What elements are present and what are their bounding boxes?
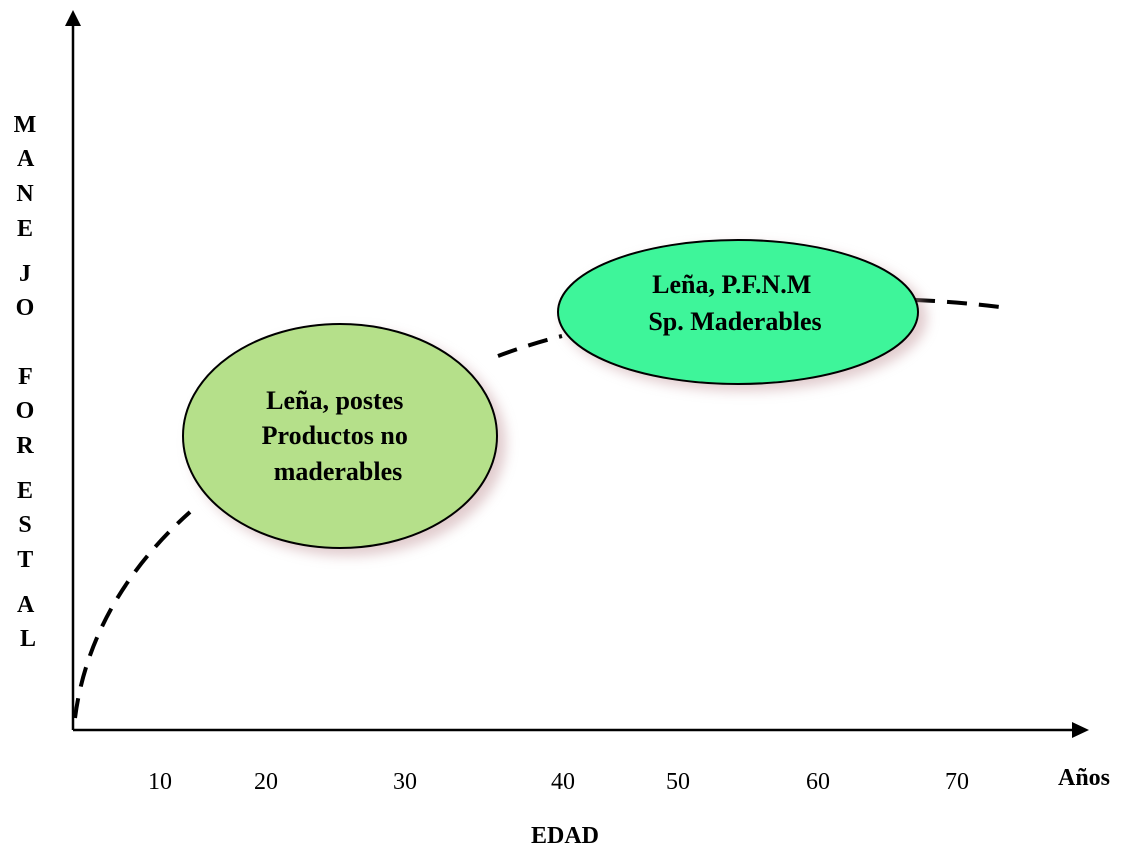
x-tick-label: 40 <box>551 769 575 795</box>
y-label-letter: M <box>14 112 37 138</box>
x-tick-label: 60 <box>806 769 830 795</box>
x-tick-label: 50 <box>666 769 690 795</box>
y-label-letter: L <box>20 626 36 652</box>
svg-text:Leña, P.F.N.M Sp. Madera: Leña, P.F.N.M Sp. Maderables <box>648 270 821 336</box>
y-label-letter: A <box>17 146 35 172</box>
y-label-letter: E <box>17 478 33 504</box>
y-label-letter: T <box>17 547 33 573</box>
y-label-letter: E <box>17 216 33 242</box>
y-label-letter: J <box>19 261 31 287</box>
x-axis-arrowhead <box>1072 722 1089 738</box>
x-axis-title: EDAD <box>531 823 599 849</box>
y-label-letter: A <box>17 592 35 618</box>
y-label-letter: S <box>18 512 31 538</box>
y-label-letter: R <box>16 433 34 459</box>
stage-mature-forest-line-2: Sp. Maderables <box>648 307 821 336</box>
svg-text:M A N E J: M A N E J O F O R E S T A L <box>14 112 43 652</box>
stage-young-forest-line-2: Productos no <box>262 421 408 450</box>
x-tick-label: 30 <box>393 769 417 795</box>
stage-young-forest-line-3: maderables <box>274 457 403 486</box>
stage-young-forest: Leña, postes Productos no maderables <box>182 323 506 556</box>
x-tick-label: 20 <box>254 769 278 795</box>
y-label-letter: O <box>16 295 35 321</box>
stage-mature-forest-ellipse <box>557 239 919 385</box>
y-axis-arrowhead <box>65 10 81 26</box>
stage-young-forest-ellipse <box>182 323 498 549</box>
curve-segment-end <box>914 298 1001 309</box>
y-label-letter: F <box>18 364 32 390</box>
x-axis-unit-label: Años <box>1058 765 1110 791</box>
curve-segment-start <box>73 510 192 719</box>
stage-mature-forest: Leña, P.F.N.M Sp. Maderables <box>557 239 927 391</box>
curve-segment-middle <box>497 334 563 358</box>
svg-text:Leña, postes Productos n: Leña, postes Productos no maderables <box>262 386 415 486</box>
x-tick-label: 70 <box>945 769 969 795</box>
y-label-letter: O <box>16 398 35 424</box>
y-label-letter: N <box>16 181 34 207</box>
stage-young-forest-line-1: Leña, postes <box>266 386 403 415</box>
x-tick-label: 10 <box>148 769 172 795</box>
stage-mature-forest-line-1: Leña, P.F.N.M <box>652 270 811 299</box>
